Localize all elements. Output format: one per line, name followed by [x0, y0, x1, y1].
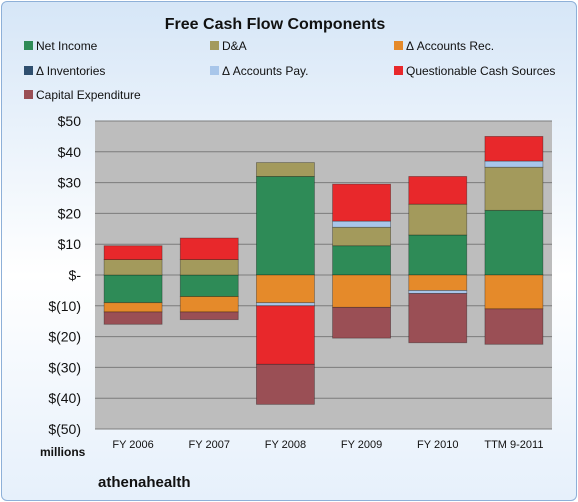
- x-tick-label: FY 2009: [341, 439, 382, 451]
- legend-swatch-accounts-rec: [394, 41, 403, 50]
- legend-swatch-net-income: [24, 41, 33, 50]
- legend-label-accounts-rec: Δ Accounts Rec.: [406, 39, 495, 53]
- bar-d-a: [103, 259, 163, 276]
- y-tick-label: $(10): [48, 298, 81, 314]
- bar-questionable-cash-sources: [256, 305, 315, 365]
- bar-capital-expenditure: [179, 311, 239, 321]
- x-tick-label: FY 2006: [112, 439, 153, 451]
- legend-label-inventories: Δ Inventories: [36, 64, 106, 78]
- bar-net-income: [179, 274, 239, 297]
- bar-accounts-rec: [484, 274, 544, 310]
- company-name: athenahealth: [98, 474, 191, 491]
- x-tick-label: TTM 9-2011: [484, 439, 543, 451]
- bar-questionable-cash-sources: [179, 237, 239, 260]
- bar-d-a: [179, 259, 239, 276]
- bar-accounts-rec: [256, 274, 315, 304]
- y-tick-label: $-: [69, 267, 82, 283]
- bar-accounts-pay: [484, 160, 544, 168]
- bar-net-income: [256, 176, 315, 276]
- bar-net-income: [103, 274, 163, 304]
- legend-label-questionable-cash-sources: Questionable Cash Sources: [406, 64, 556, 78]
- bar-questionable-cash-sources: [332, 183, 391, 222]
- y-tick-label: $20: [58, 205, 82, 221]
- bar-d-a: [332, 226, 391, 247]
- bar-capital-expenditure: [484, 308, 544, 345]
- legend-swatch-questionable-cash-sources: [394, 66, 403, 75]
- y-tick-label: $50: [58, 113, 82, 129]
- legend-swatch-capital-expenditure: [24, 90, 33, 99]
- bar-net-income: [332, 245, 391, 276]
- bar-questionable-cash-sources: [408, 176, 468, 205]
- y-tick-label: $40: [58, 144, 82, 160]
- bar-d-a: [256, 162, 315, 177]
- legend-label-d-a: D&A: [222, 39, 247, 53]
- bar-accounts-pay: [332, 220, 391, 228]
- legend-swatch-inventories: [24, 66, 33, 75]
- y-tick-label: $(30): [48, 359, 81, 375]
- bar-capital-expenditure: [408, 293, 468, 344]
- bar-accounts-rec: [103, 302, 163, 313]
- legend-swatch-accounts-pay: [210, 66, 219, 75]
- y-tick-label: $10: [58, 236, 82, 252]
- legend-swatch-d-a: [210, 41, 219, 50]
- bar-questionable-cash-sources: [484, 135, 544, 162]
- bar-net-income: [408, 234, 468, 276]
- y-tick-label: $(20): [48, 329, 81, 345]
- x-tick-label: FY 2007: [189, 439, 230, 451]
- y-tick-label: $30: [58, 175, 82, 191]
- bar-accounts-rec: [408, 274, 468, 291]
- x-tick-label: FY 2010: [417, 439, 458, 451]
- bar-capital-expenditure: [103, 311, 163, 325]
- bar-questionable-cash-sources: [103, 245, 163, 261]
- bar-accounts-rec: [332, 274, 391, 308]
- bar-d-a: [484, 166, 544, 211]
- legend-label-net-income: Net Income: [36, 39, 98, 53]
- bar-net-income: [484, 209, 544, 276]
- x-tick-label: FY 2008: [265, 439, 306, 451]
- bar-accounts-pay: [256, 302, 315, 307]
- bar-capital-expenditure: [332, 306, 391, 339]
- bar-capital-expenditure: [256, 363, 315, 405]
- y-tick-label: $(50): [48, 421, 81, 437]
- units-label: millions: [40, 445, 86, 459]
- bar-accounts-rec: [179, 296, 239, 313]
- legend-label-accounts-pay: Δ Accounts Pay.: [222, 64, 309, 78]
- chart-title: Free Cash Flow Components: [164, 16, 386, 33]
- bar-d-a: [408, 203, 468, 236]
- bar-accounts-pay: [408, 289, 468, 294]
- legend-label-capital-expenditure: Capital Expenditure: [36, 88, 141, 102]
- y-tick-label: $(40): [48, 390, 81, 406]
